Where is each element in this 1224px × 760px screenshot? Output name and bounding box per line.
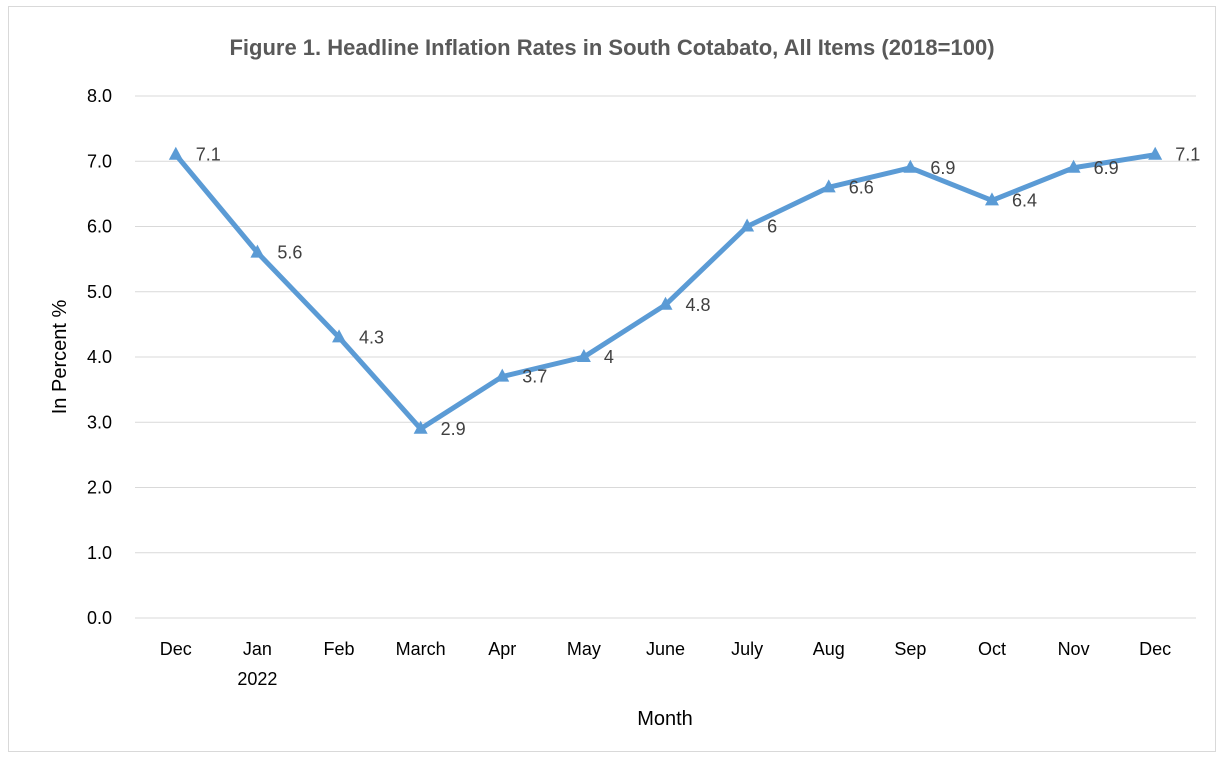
x-tick-label: Oct: [978, 639, 1006, 659]
data-point-marker: [250, 244, 265, 258]
data-point-marker: [168, 146, 183, 160]
data-point-marker: [903, 159, 918, 173]
x-tick-label: Nov: [1058, 639, 1090, 659]
y-tick-label: 7.0: [87, 151, 112, 171]
y-tick-label: 1.0: [87, 543, 112, 563]
data-label: 2.9: [441, 419, 466, 439]
x-tick-label: Jan: [243, 639, 272, 659]
chart-frame: [8, 6, 1216, 752]
data-point-marker: [658, 296, 673, 310]
data-label: 6.6: [849, 177, 874, 197]
series-layer: [168, 146, 1163, 434]
x-tick-label: May: [567, 639, 601, 659]
data-label: 7.1: [1175, 145, 1200, 165]
y-tick-label: 8.0: [87, 86, 112, 106]
y-axis-title: In Percent %: [49, 300, 71, 415]
y-axis-ticks: 0.0 1.0 2.0 3.0 4.0 5.0 6.0 7.0 8.0: [87, 86, 112, 628]
data-label: 4.3: [359, 327, 384, 347]
x-axis-title: Month: [637, 708, 693, 730]
data-point-marker: [1066, 159, 1081, 173]
x-tick-label: Aug: [813, 639, 845, 659]
y-tick-label: 2.0: [87, 478, 112, 498]
data-label: 6.9: [1094, 158, 1119, 178]
y-tick-label: 5.0: [87, 282, 112, 302]
x-tick-year-label: 2022: [237, 669, 277, 689]
data-label: 5.6: [277, 243, 302, 263]
data-point-marker: [821, 179, 836, 193]
data-point-marker: [740, 218, 755, 232]
x-tick-label: Apr: [488, 639, 516, 659]
x-tick-label: July: [731, 639, 763, 659]
data-point-marker: [984, 192, 999, 206]
data-label: 7.1: [196, 145, 221, 165]
data-point-marker: [413, 420, 428, 434]
y-tick-label: 0.0: [87, 608, 112, 628]
data-label: 4.8: [686, 295, 711, 315]
x-tick-label: Sep: [894, 639, 926, 659]
data-label: 3.7: [522, 367, 547, 387]
x-tick-label: March: [396, 639, 446, 659]
data-point-marker: [576, 349, 591, 362]
y-tick-label: 4.0: [87, 347, 112, 367]
y-tick-label: 3.0: [87, 412, 112, 432]
x-tick-label: Dec: [160, 639, 192, 659]
data-label: 6: [767, 217, 777, 237]
data-point-marker: [495, 368, 510, 382]
data-label: 6.9: [930, 158, 955, 178]
x-tick-label: June: [646, 639, 685, 659]
x-axis-ticks: Dec Jan 2022 Feb March Apr May June July Aug Sep Oc…: [160, 639, 1171, 689]
chart-title: Figure 1. Headline Inflation Rates in So…: [229, 35, 994, 60]
data-label: 4: [604, 347, 614, 367]
x-tick-label: Dec: [1139, 639, 1171, 659]
y-tick-label: 6.0: [87, 217, 112, 237]
x-tick-label: Feb: [324, 639, 355, 659]
gridlines: [135, 95, 1196, 619]
data-point-marker: [332, 329, 347, 343]
data-label: 6.4: [1012, 190, 1037, 210]
data-labels: 7.1 5.6 4.3 2.9 3.7 4 4.8 6 6.6 6.9 6.4 6.9 7.1: [196, 145, 1200, 439]
data-point-marker: [1148, 146, 1163, 160]
